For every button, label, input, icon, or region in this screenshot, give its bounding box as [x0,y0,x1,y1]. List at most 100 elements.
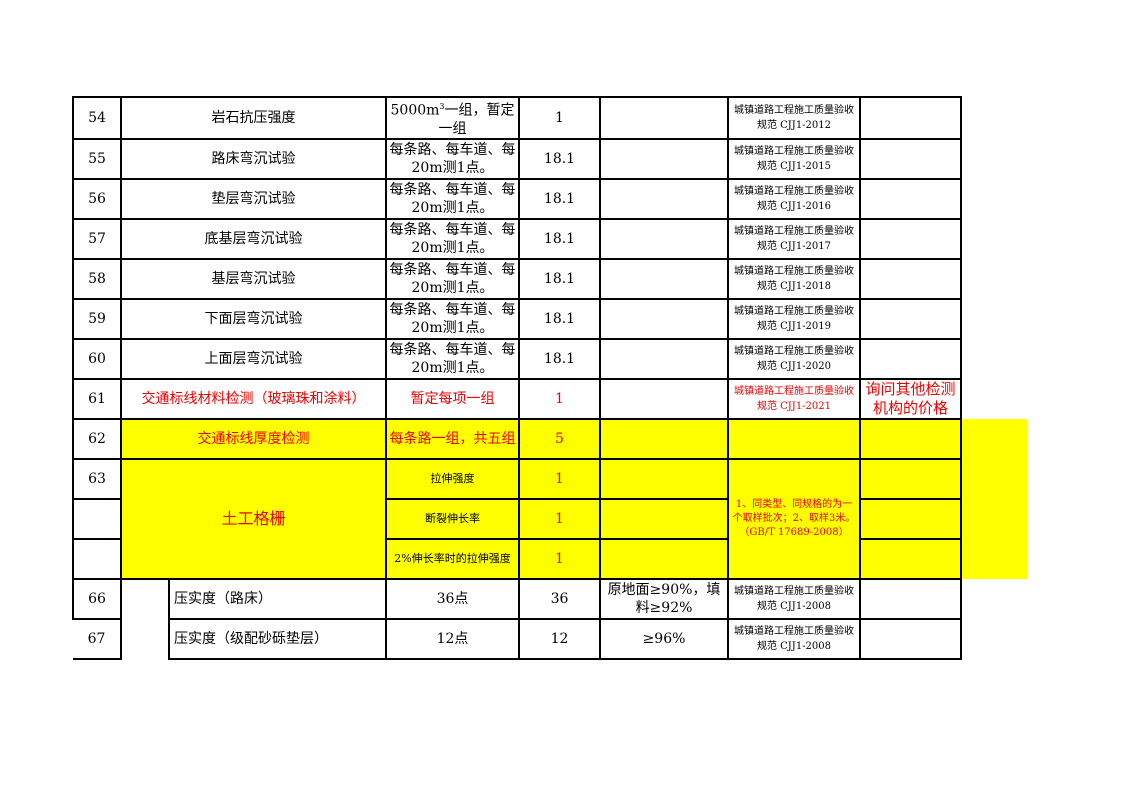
quantity: 18.1 [518,177,601,220]
test-property: 2%伸长率时的拉伸强度 [385,537,520,580]
row-number [72,497,122,540]
row-number: 54 [72,96,122,140]
test-property: 拉伸强度 [385,457,520,500]
highlight-extension [961,538,1028,579]
remark: 询问其他检测机构的价格 [859,377,962,420]
frequency: 暂定每项一组 [385,377,520,420]
row-number: 62 [72,417,122,460]
spacer [961,379,1028,419]
table-row: 58 基层弯沉试验 每条路、每车道、每20m测1点。 18.1 城镇道路工程施工… [72,257,1028,300]
quantity: 36 [518,577,601,620]
remark [859,337,962,380]
sampling-note: 1、同类型、同规格的为一个取样批次；2、取样3米。（GB/T 17689-200… [727,457,861,580]
requirement [599,217,729,260]
frequency: 每条路、每车道、每20m测1点。 [385,337,520,380]
spacer [961,579,1028,619]
quantity: 1 [518,377,601,420]
table-row: 59 下面层弯沉试验 每条路、每车道、每20m测1点。 18.1 城镇道路工程施… [72,297,1028,340]
highlight-extension [961,498,1028,539]
table-row: 56 垫层弯沉试验 每条路、每车道、每20m测1点。 18.1 城镇道路工程施工… [72,177,1028,220]
requirement [599,497,729,540]
table-row: 62 交通标线厚度检测 每条路一组，共五组 5 [72,417,1028,460]
standard: 城镇道路工程施工质量验收规范 CJJ1-2012 [727,96,861,140]
frequency-part: 5000m [390,102,440,119]
item-name: 基层弯沉试验 [120,257,387,300]
spacer [961,97,1028,139]
remark [859,617,962,660]
table-row: 2%伸长率时的拉伸强度 1 [72,537,1028,580]
row-number: 67 [73,617,122,660]
table-row: 66 压实度（路床） 36点 36 原地面≥90%，填料≥92% 城镇道路工程施… [72,577,1028,620]
spacer [961,219,1028,259]
requirement: ≥96% [599,617,729,660]
blank-cell [121,579,169,619]
item-name: 路床弯沉试验 [120,137,387,180]
item-name: 下面层弯沉试验 [120,297,387,340]
frequency: 每条路、每车道、每20m测1点。 [385,217,520,260]
row-number [72,537,122,580]
quantity: 18.1 [518,337,601,380]
quantity: 1 [518,497,601,540]
remark [859,537,962,580]
item-name: 岩石抗压强度 [120,96,387,140]
remark [859,217,962,260]
item-name: 底基层弯沉试验 [120,217,387,260]
standard: 城镇道路工程施工质量验收规范 CJJ1-2008 [727,617,861,660]
table-row: 60 上面层弯沉试验 每条路、每车道、每20m测1点。 18.1 城镇道路工程施… [72,337,1028,380]
remark [859,177,962,220]
requirement [599,377,729,420]
standard: 城镇道路工程施工质量验收规范 CJJ1-2018 [727,257,861,300]
quantity: 1 [518,537,601,580]
table-row: 61 交通标线材料检测（玻璃珠和涂料） 暂定每项一组 1 城镇道路工程施工质量验… [72,377,1028,420]
frequency: 5000m3一组，暂定一组 [385,96,520,140]
row-number: 56 [72,177,122,220]
requirement: 原地面≥90%，填料≥92% [599,577,729,620]
item-name: 交通标线厚度检测 [120,417,387,460]
item-name: 压实度（路床） [168,577,387,620]
table-row: 55 路床弯沉试验 每条路、每车道、每20m测1点。 18.1 城镇道路工程施工… [72,137,1028,180]
standard: 城镇道路工程施工质量验收规范 CJJ1-2016 [727,177,861,220]
quantity: 5 [518,417,601,460]
row-number: 58 [72,257,122,300]
quantity: 12 [518,617,601,660]
item-name: 上面层弯沉试验 [120,337,387,380]
row-number: 55 [72,137,122,180]
item-name: 垫层弯沉试验 [120,177,387,220]
remark [859,497,962,540]
requirement [599,257,729,300]
requirement [599,337,729,380]
row-number: 59 [72,297,122,340]
item-name: 交通标线材料检测（玻璃珠和涂料） [120,377,387,420]
standard: 城镇道路工程施工质量验收规范 CJJ1-2017 [727,217,861,260]
quantity: 18.1 [518,257,601,300]
requirement [599,297,729,340]
standard: 城镇道路工程施工质量验收规范 CJJ1-2021 [727,377,861,420]
blank-cell [121,619,169,659]
inspection-table: 54 岩石抗压强度 5000m3一组，暂定一组 1 城镇道路工程施工质量验收规范… [72,96,1029,660]
requirement [599,417,729,460]
standard: 城镇道路工程施工质量验收规范 CJJ1-2015 [727,137,861,180]
standard: 城镇道路工程施工质量验收规范 CJJ1-2008 [727,577,861,620]
remark [859,417,962,460]
requirement [599,537,729,580]
requirement [599,457,729,500]
frequency: 每条路、每车道、每20m测1点。 [385,137,520,180]
quantity: 18.1 [518,137,601,180]
remark [859,257,962,300]
remark [859,96,962,140]
quantity: 18.1 [518,297,601,340]
frequency-part: 一组，暂定一组 [438,102,515,137]
spacer [961,139,1028,179]
table-row: 67 压实度（级配砂砾垫层） 12点 12 ≥96% 城镇道路工程施工质量验收规… [73,617,1028,660]
remark [859,137,962,180]
table-row: 57 底基层弯沉试验 每条路、每车道、每20m测1点。 18.1 城镇道路工程施… [72,217,1028,260]
row-number: 61 [72,377,122,420]
item-name: 土工格栅 [120,457,387,580]
standard: 城镇道路工程施工质量验收规范 CJJ1-2020 [727,337,861,380]
requirement [599,96,729,140]
row-number: 60 [72,337,122,380]
quantity: 1 [518,457,601,500]
standard [727,417,861,460]
row-number: 57 [72,217,122,260]
frequency: 每条路一组，共五组 [385,417,520,460]
